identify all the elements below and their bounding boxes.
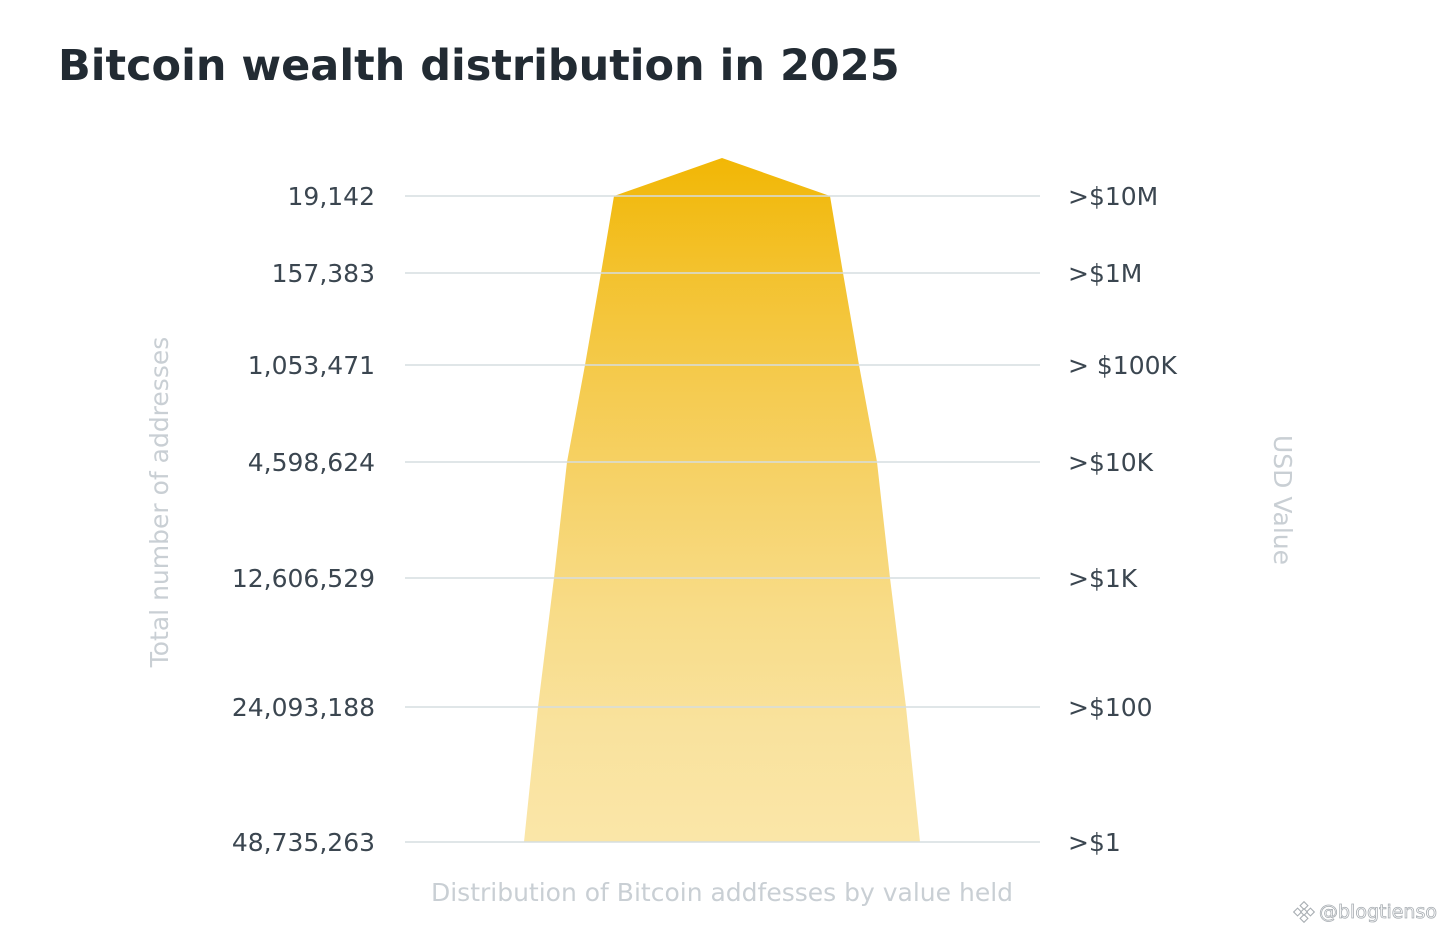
chart-title: Bitcoin wealth distribution in 2025 <box>58 41 900 91</box>
usd-value-label: > $100K <box>1068 351 1178 380</box>
funnel-shape <box>524 158 920 842</box>
address-count-label: 12,606,529 <box>232 564 375 593</box>
address-count-label: 19,142 <box>288 182 375 211</box>
y-axis-title-right: USD Value <box>1268 435 1297 565</box>
watermark: @blogtienso <box>1292 901 1438 924</box>
usd-value-label: >$100 <box>1068 693 1153 722</box>
binance-logo-icon <box>1292 901 1315 923</box>
usd-value-label: >$10M <box>1068 182 1158 211</box>
y-axis-title-left: Total number of addresses <box>145 337 174 669</box>
usd-value-label: >$1 <box>1068 828 1121 857</box>
address-count-label: 24,093,188 <box>232 693 375 722</box>
address-count-label: 4,598,624 <box>248 448 375 477</box>
address-count-label: 1,053,471 <box>248 351 375 380</box>
address-count-label: 48,735,263 <box>232 828 375 857</box>
x-axis-title: Distribution of Bitcoin addfesses by val… <box>431 878 1013 907</box>
usd-value-label: >$1K <box>1068 564 1138 593</box>
address-count-label: 157,383 <box>272 259 375 288</box>
usd-value-label: >$10K <box>1068 448 1154 477</box>
usd-value-label: >$1M <box>1068 259 1142 288</box>
watermark-text: @blogtienso <box>1318 901 1438 924</box>
